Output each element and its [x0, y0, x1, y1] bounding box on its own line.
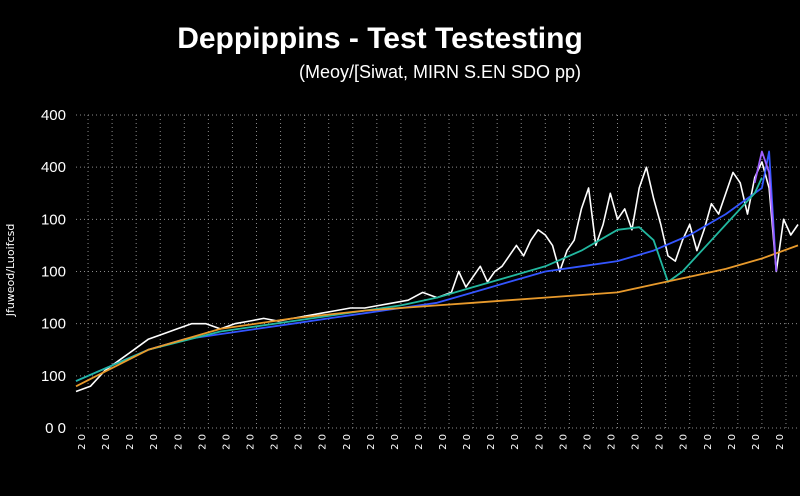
y-tick-label: 100 — [41, 211, 66, 228]
series-line — [75, 161, 799, 393]
y-tick-label: 100 — [41, 316, 66, 333]
x-tick-label: 2 0 — [510, 434, 521, 450]
series-line — [753, 150, 778, 272]
x-tick-label: 2 0 — [366, 434, 377, 450]
x-tick-label: 2 0 — [727, 434, 738, 450]
x-tick-label: 2 0 — [462, 434, 473, 450]
x-tick-label: 2 0 — [101, 434, 112, 450]
x-tick-label: 2 0 — [342, 434, 353, 450]
x-tick-label: 2 0 — [751, 434, 762, 450]
x-tick-label: 2 0 — [655, 434, 666, 450]
x-axis-ticks: 2 0 2 0 2 0 2 0 2 0 2 0 2 0 2 0 2 0 2 0 2 0 2 0 2 0 2… — [77, 434, 786, 450]
series-group — [75, 150, 799, 393]
x-tick-label: 2 0 — [438, 434, 449, 450]
x-tick-label: 2 0 — [149, 434, 160, 450]
series-line — [75, 150, 778, 382]
x-tick-label: 2 0 — [631, 434, 642, 450]
x-tick-label: 2 0 — [294, 434, 305, 450]
x-tick-label: 2 0 — [607, 434, 618, 450]
y-tick-label: 400 — [41, 159, 66, 176]
chart-subtitle: (Meoy/[Siwat, MIRN S.EN SDO pp) — [299, 62, 581, 82]
series-line — [75, 177, 763, 382]
y-axis-label: Jfuweod/Luoifcsd — [4, 224, 17, 318]
x-tick-label: 2 0 — [77, 434, 88, 450]
x-tick-label: 2 0 — [703, 434, 714, 450]
y-tick-label: 400 — [41, 107, 66, 124]
x-tick-label: 2 0 — [558, 434, 569, 450]
x-tick-label: 2 0 — [414, 434, 425, 450]
x-tick-label: 2 0 — [125, 434, 136, 450]
x-tick-label: 2 0 — [318, 434, 329, 450]
x-tick-label: 2 0 — [197, 434, 208, 450]
x-tick-label: 2 0 — [582, 434, 593, 450]
x-tick-label: 2 0 — [270, 434, 281, 450]
y-tick-label: 100 — [41, 368, 66, 385]
x-tick-label: 2 0 — [221, 434, 232, 450]
grid — [76, 114, 798, 429]
y-axis-ticks: 0 0 100 100 100 100 400 400 — [41, 107, 66, 437]
x-tick-label: 2 0 — [679, 434, 690, 450]
x-tick-label: 2 0 — [246, 434, 257, 450]
chart-title: Deppippins - Test Testesting — [177, 22, 583, 55]
series-line — [75, 244, 799, 388]
x-tick-label: 2 0 — [534, 434, 545, 450]
x-tick-label: 2 0 — [173, 434, 184, 450]
x-tick-label: 2 0 — [775, 434, 786, 450]
x-tick-label: 2 0 — [486, 434, 497, 450]
y-tick-label: 0 0 — [45, 420, 66, 437]
y-tick-label: 100 — [41, 264, 66, 281]
x-tick-label: 2 0 — [390, 434, 401, 450]
